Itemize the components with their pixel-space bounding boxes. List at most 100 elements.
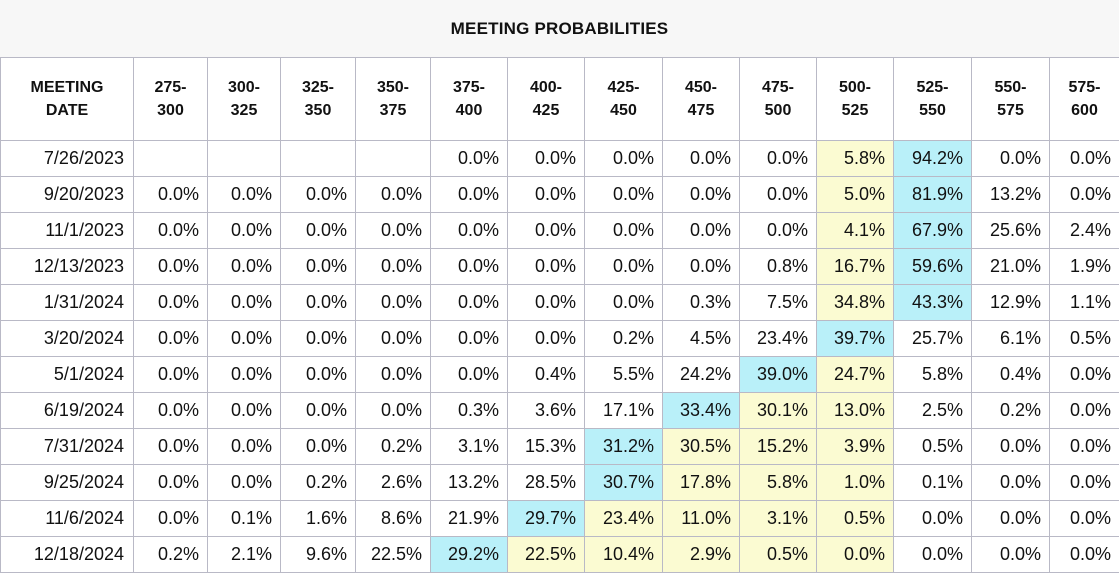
probability-cell: [207, 140, 281, 177]
probability-cell: 0.0%: [584, 176, 663, 213]
column-header-line: 400: [455, 102, 483, 119]
probability-cell: 0.0%: [584, 212, 663, 249]
probability-cell: 0.1%: [893, 464, 972, 501]
probability-cell: 2.9%: [662, 536, 740, 573]
column-header-meeting-date: MEETING DATE: [0, 57, 134, 141]
header-row: MEETING DATE 275- 300 300- 325 325- 350 350- 375 3…: [0, 57, 1119, 141]
probability-cell: 0.0%: [280, 320, 356, 357]
probability-cell: 5.8%: [739, 464, 817, 501]
probability-cell: 0.0%: [507, 140, 585, 177]
probability-cell: 10.4%: [584, 536, 663, 573]
column-header-line: 525: [841, 102, 869, 119]
column-header-line: 275-: [154, 79, 187, 96]
probability-cell: 1.9%: [1049, 248, 1119, 285]
probability-cell: 3.1%: [739, 500, 817, 537]
meeting-date-cell: 11/1/2023: [0, 212, 134, 249]
probability-cell: 0.1%: [207, 500, 281, 537]
probability-cell: 0.0%: [1049, 464, 1119, 501]
column-header-line: 375: [379, 102, 407, 119]
probability-cell: 0.0%: [133, 464, 208, 501]
column-header-range: 550- 575: [971, 57, 1050, 141]
probability-cell: 0.0%: [971, 500, 1050, 537]
probability-cell: 0.0%: [1049, 356, 1119, 393]
probability-cell: 1.1%: [1049, 284, 1119, 321]
probability-cell: 6.1%: [971, 320, 1050, 357]
column-header-line: 475-: [761, 79, 795, 96]
probability-cell: 0.0%: [207, 392, 281, 429]
probability-cell: 0.0%: [430, 248, 508, 285]
probability-cell: 22.5%: [507, 536, 585, 573]
probability-cell: 0.0%: [355, 176, 431, 213]
probability-cell: 0.2%: [971, 392, 1050, 429]
probability-cell: 28.5%: [507, 464, 585, 501]
probability-cell: 0.0%: [133, 176, 208, 213]
probability-cell: 0.0%: [1049, 392, 1119, 429]
column-header-line: 550: [919, 102, 946, 119]
probability-cell: 0.0%: [971, 536, 1050, 573]
probability-cell: 0.0%: [816, 536, 894, 573]
column-header-line: 300-: [227, 79, 261, 96]
probability-cell: 0.0%: [507, 248, 585, 285]
probability-cell: 0.0%: [507, 212, 585, 249]
probability-cell: 17.1%: [584, 392, 663, 429]
column-header-line: 525-: [916, 79, 949, 96]
probability-cell: 0.0%: [430, 140, 508, 177]
probability-cell: 0.0%: [280, 176, 356, 213]
probability-cell: 0.0%: [971, 464, 1050, 501]
probability-cell: 0.0%: [355, 356, 431, 393]
column-header-line: MEETING: [30, 79, 104, 96]
column-header-range: 400- 425: [507, 57, 585, 141]
probability-cell: 0.5%: [893, 428, 972, 465]
probability-cell: 15.2%: [739, 428, 817, 465]
probability-cell: 43.3%: [893, 284, 972, 321]
probability-cell: 21.0%: [971, 248, 1050, 285]
probability-cell: 0.2%: [355, 428, 431, 465]
probability-cell: 0.0%: [507, 320, 585, 357]
probability-cell: 15.3%: [507, 428, 585, 465]
table-title: MEETING PROBABILITIES: [0, 0, 1119, 58]
probability-cell: 0.0%: [133, 392, 208, 429]
probability-cell: 0.0%: [280, 248, 356, 285]
column-header-line: 375-: [452, 79, 486, 96]
probability-cell: 94.2%: [893, 140, 972, 177]
probability-cell: [280, 140, 356, 177]
probability-cell: 0.0%: [207, 176, 281, 213]
probability-cell: 29.2%: [430, 536, 508, 573]
meeting-date-cell: 11/6/2024: [0, 500, 134, 537]
probability-cell: 13.0%: [816, 392, 894, 429]
table-row: 12/18/2024 0.2% 2.1% 9.6% 22.5% 29.2% 22.5% 10.…: [0, 536, 1119, 573]
probability-cell: 0.0%: [430, 284, 508, 321]
table-row: 7/26/2023 0.0% 0.0% 0.0% 0.0% 0.0% 5.8% 94.2% 0.…: [0, 140, 1119, 177]
probability-cell: 67.9%: [893, 212, 972, 249]
probability-cell: 0.4%: [507, 356, 585, 393]
probability-cell: 0.0%: [280, 356, 356, 393]
probability-cell: 0.0%: [1049, 428, 1119, 465]
probability-cell: 0.0%: [280, 428, 356, 465]
probability-cell: 39.0%: [739, 356, 817, 393]
probability-cell: 5.5%: [584, 356, 663, 393]
column-header-range: 375- 400: [430, 57, 508, 141]
probability-cell: 3.1%: [430, 428, 508, 465]
column-header-line: 350: [304, 102, 332, 119]
probability-cell: 0.0%: [207, 284, 281, 321]
probability-cell: 5.8%: [893, 356, 972, 393]
column-header-range: 575- 600: [1049, 57, 1119, 141]
probability-cell: 0.0%: [207, 356, 281, 393]
probability-cell: 0.0%: [662, 176, 740, 213]
column-header-line: 400-: [529, 79, 563, 96]
column-header-line: 325-: [301, 79, 335, 96]
probability-cell: 0.0%: [584, 284, 663, 321]
probability-cell: 0.0%: [133, 356, 208, 393]
probability-cell: 0.0%: [584, 140, 663, 177]
probability-cell: 0.5%: [816, 500, 894, 537]
table-row: 9/25/2024 0.0% 0.0% 0.2% 2.6% 13.2% 28.5% 30.7%…: [0, 464, 1119, 501]
probability-cell: 0.0%: [507, 176, 585, 213]
column-header-range: 500- 525: [816, 57, 894, 141]
probability-cell: 0.0%: [207, 320, 281, 357]
column-header-line: 550-: [994, 79, 1027, 96]
probability-cell: 0.0%: [584, 248, 663, 285]
probability-cell: 25.6%: [971, 212, 1050, 249]
probability-cell: 33.4%: [662, 392, 740, 429]
meeting-date-cell: 7/26/2023: [0, 140, 134, 177]
probability-cell: 0.0%: [280, 284, 356, 321]
